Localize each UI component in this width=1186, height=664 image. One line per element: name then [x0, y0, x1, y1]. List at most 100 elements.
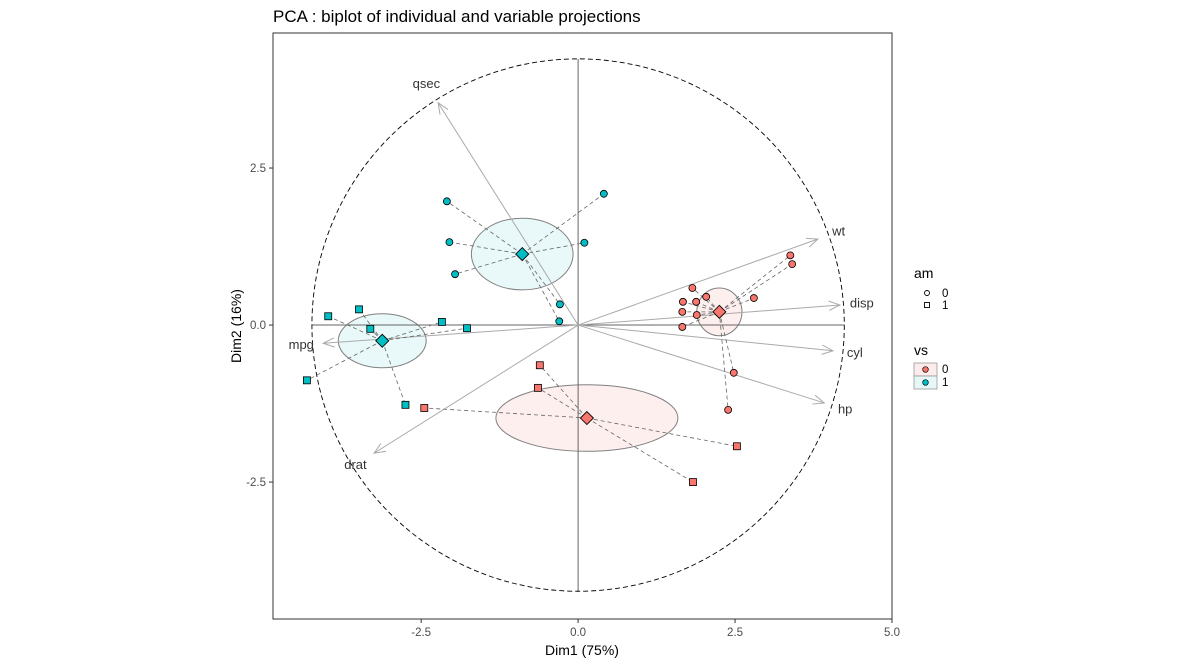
centroid-link-2-9: [719, 263, 793, 313]
legend-am-0-label: 0: [942, 288, 948, 300]
x-tick-label: 2.5: [727, 627, 743, 639]
variable-arrowhead-qsec: [437, 101, 449, 115]
legend-am-1-symbol: [924, 302, 930, 308]
y-tick-label: -2.5: [246, 477, 266, 489]
centroid-link-2-11: [718, 311, 729, 410]
x-tick-label: -2.5: [411, 627, 431, 639]
point-square: [401, 400, 410, 409]
point-square: [324, 312, 333, 321]
legend-vs-0-symbol: [922, 366, 929, 373]
variable-label-hp: hp: [838, 402, 852, 417]
centroid-link-2-7: [719, 297, 755, 313]
point-square: [535, 361, 544, 370]
centroid-link-1-4: [454, 253, 523, 275]
variable-arrow-disp: [578, 304, 840, 326]
y-axis: -2.5 0.0 2.5: [246, 163, 273, 489]
centroid-link-0-4: [382, 327, 468, 342]
variable-arrowhead-mpg: [321, 337, 335, 348]
centroid-link-0-3: [382, 321, 442, 342]
group-centroid-1: [515, 246, 530, 262]
centroid-link-2-8: [719, 255, 791, 313]
legend-vs-1-label: 1: [942, 377, 948, 389]
variable-arrow-drat: [373, 324, 579, 454]
point-square: [355, 305, 363, 314]
centroid-link-3-2: [424, 407, 587, 419]
point-square: [733, 442, 741, 451]
centroid-link-3-3: [586, 417, 738, 447]
point-circle: [679, 297, 687, 306]
variable-arrowhead-disp: [828, 300, 842, 311]
legend-am-title: am: [914, 265, 933, 281]
group-centroid-0: [375, 333, 390, 348]
centroid-link-0-5: [306, 340, 383, 381]
centroid-link-3-1: [537, 387, 588, 419]
group-centroid-3: [579, 410, 595, 426]
centroid-link-2-2: [695, 301, 720, 313]
centroid-link-2-1: [682, 301, 720, 313]
variable-label-mpg: mpg: [289, 337, 314, 352]
centroid-link-2-0: [692, 287, 720, 313]
point-circle: [692, 297, 701, 306]
point-circle: [555, 317, 564, 326]
chart-title: PCA : biplot of individual and variable …: [273, 7, 641, 26]
legend-vs-0-label: 0: [942, 364, 948, 376]
variable-arrowhead-wt: [805, 237, 820, 248]
legend-vs: vs 0 1: [913, 342, 948, 390]
x-axis-title: Dim1 (75%): [545, 642, 619, 658]
legend-am-1-label: 1: [942, 300, 948, 312]
centroid-link-1-2: [449, 241, 523, 255]
legend-am-0-symbol: [924, 290, 930, 296]
point-circle: [788, 260, 797, 269]
point-circle: [729, 368, 738, 377]
variable-arrowhead-hp: [812, 394, 826, 405]
legend-am: am 0 1: [914, 265, 948, 312]
variable-label-disp: disp: [850, 295, 874, 310]
variable-label-wt: wt: [831, 224, 845, 239]
variable-arrowhead-drat: [372, 443, 386, 454]
point-square: [420, 404, 429, 412]
variable-label-drat: drat: [344, 457, 367, 472]
point-circle: [724, 405, 733, 414]
centroid-link-3-0: [539, 364, 588, 419]
x-tick-label: 0.0: [570, 627, 586, 639]
legend-vs-1-symbol: [922, 379, 929, 386]
point-square: [437, 318, 446, 326]
centroid-link-1-1: [521, 193, 605, 255]
variable-label-cyl: cyl: [847, 345, 863, 360]
centroid-link-0-6: [381, 340, 406, 405]
centroid-link-1-0: [446, 200, 523, 255]
point-circle: [786, 251, 795, 260]
point-square: [366, 324, 375, 333]
point-circle: [749, 294, 758, 302]
centroid-link-0-0: [328, 315, 383, 342]
point-circle: [692, 311, 701, 319]
y-tick-label: 2.5: [250, 163, 266, 175]
centroid-link-1-3: [522, 242, 585, 255]
point-circle: [599, 189, 608, 198]
point-square: [689, 478, 697, 486]
variable-arrow-mpg: [323, 324, 579, 344]
point-circle: [678, 307, 687, 316]
group-centroid-2: [712, 304, 727, 320]
point-circle: [445, 238, 454, 247]
point-square: [303, 376, 311, 385]
variable-arrow-hp: [577, 324, 825, 404]
correlation-circle: [311, 58, 845, 592]
centroid-link-1-5: [521, 253, 561, 305]
point-circle: [678, 323, 687, 331]
point-circle: [580, 238, 589, 247]
variable-arrowhead-cyl: [821, 344, 835, 355]
point-square: [463, 324, 471, 333]
point-circle: [451, 270, 459, 279]
variable-label-qsec: qsec: [413, 76, 441, 91]
x-tick-label: 5.0: [884, 627, 900, 639]
point-circle: [442, 197, 451, 206]
centroid-link-2-10: [718, 311, 735, 373]
variable-arrow-wt: [577, 238, 819, 326]
point-circle: [555, 300, 564, 309]
variable-arrow-qsec: [437, 102, 579, 326]
point-square: [534, 383, 542, 392]
point-circle: [702, 292, 711, 301]
y-tick-label: 0.0: [250, 320, 266, 332]
